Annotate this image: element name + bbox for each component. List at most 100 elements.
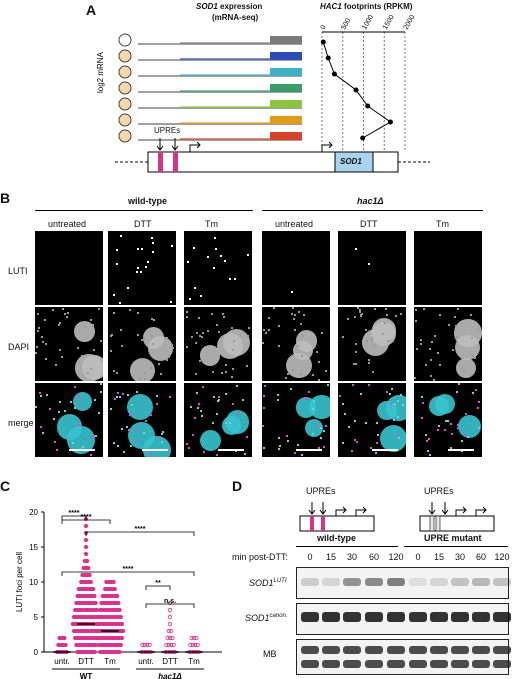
c-data-point	[83, 551, 89, 557]
focus-dot	[200, 335, 203, 338]
focus-dot	[138, 376, 141, 379]
micrograph-tile	[262, 231, 330, 305]
track-signal	[180, 138, 270, 140]
stage-icon	[118, 97, 132, 111]
focus-dot	[370, 338, 373, 341]
d-wt-label: wild-type	[317, 533, 357, 543]
c-sig-bracket	[145, 603, 195, 608]
c-data-point	[112, 586, 117, 592]
focus-dot	[389, 392, 392, 395]
scale-bar	[218, 449, 244, 451]
footprint-point	[353, 87, 359, 93]
panel-label-a: A	[86, 2, 97, 18]
focus-dot	[216, 323, 219, 326]
focus-dot	[131, 404, 134, 407]
focus-dot	[54, 441, 57, 444]
c-sig-label: ****	[81, 514, 92, 521]
focus-dot	[211, 422, 214, 424]
c-sig-label: ****	[123, 566, 134, 573]
footprint-point	[325, 55, 331, 61]
focus-dot	[228, 277, 231, 280]
timepoint-label: 60	[368, 552, 379, 562]
focus-dot	[290, 291, 293, 294]
focus-dot	[213, 395, 216, 398]
focus-dot	[44, 342, 47, 345]
focus-dot	[262, 424, 265, 427]
focus-dot	[354, 342, 357, 345]
focus-dot	[137, 247, 140, 250]
focus-dot	[322, 445, 325, 448]
panel-label-c: C	[0, 478, 11, 494]
micrograph-tile	[108, 307, 176, 381]
upre-arrow-1	[156, 138, 164, 151]
band-sod1-canon	[409, 612, 427, 622]
focus-dot	[302, 334, 305, 337]
focus-dot	[400, 393, 403, 396]
d-mut-rule	[404, 546, 508, 547]
d-wt-upre-label: UPREs	[306, 486, 336, 496]
panel-d-constructs	[299, 502, 495, 532]
focus-dot	[160, 432, 163, 435]
focus-dot	[194, 341, 197, 344]
focus-dot	[207, 256, 210, 259]
focus-dot	[228, 422, 231, 425]
wt-upre-arrow-2	[319, 502, 327, 515]
focus-dot	[238, 413, 241, 416]
track-peak	[270, 68, 302, 76]
focus-dot	[359, 311, 362, 314]
focus-dot	[415, 320, 418, 323]
wt-header: wild-type	[128, 196, 168, 206]
focus-dot	[457, 424, 460, 427]
focus-dot	[377, 433, 380, 436]
footprint-point	[387, 119, 393, 125]
focus-dot	[42, 341, 45, 344]
focus-dot	[456, 427, 459, 430]
focus-dot	[232, 368, 235, 371]
track-signal	[180, 74, 270, 76]
focus-dot	[368, 384, 371, 387]
band-mb-upper	[409, 646, 427, 654]
focus-dot	[474, 389, 477, 392]
focus-dot	[276, 394, 279, 397]
c-data-point	[83, 537, 89, 543]
stage-icon	[118, 81, 132, 95]
focus-dot	[169, 396, 172, 399]
focus-dot	[220, 254, 223, 257]
nucleus	[199, 345, 221, 366]
nucleus	[127, 393, 153, 420]
focus-dot	[98, 307, 101, 310]
d-xlabel: min post-DTT:	[232, 552, 289, 562]
c-data-point	[191, 635, 197, 641]
band-mb-lower	[343, 660, 361, 668]
blot-sod1-luti-sup: LUTI	[273, 578, 287, 584]
focus-dot	[55, 449, 58, 452]
micrograph-tile	[108, 231, 176, 305]
focus-dot	[137, 334, 139, 337]
band-sod1-canon	[430, 612, 448, 622]
focus-dot	[140, 271, 143, 274]
c-data-point	[111, 579, 116, 585]
focus-dot	[414, 308, 417, 311]
focus-dot	[200, 415, 203, 418]
stage-icon	[118, 113, 132, 127]
panel-a-title: SOD1 expression	[196, 2, 262, 11]
focus-dot	[428, 453, 431, 456]
mut-upre-2	[435, 515, 441, 532]
c-data-point	[91, 586, 96, 592]
focus-dot	[152, 319, 155, 322]
c-category-label: Tm	[104, 657, 116, 666]
track-signal	[180, 122, 270, 124]
cond-mut-untreated: untreated	[275, 219, 314, 229]
micrograph-tile	[262, 383, 330, 457]
micrograph-tile	[338, 383, 406, 457]
band-mb-lower	[430, 660, 448, 668]
nucleus	[221, 415, 241, 435]
focus-dot	[342, 335, 345, 338]
c-data-point	[86, 565, 91, 571]
focus-dot	[312, 399, 315, 402]
focus-dot	[157, 363, 160, 366]
focus-dot	[185, 345, 188, 348]
band-mb-lower	[409, 660, 427, 668]
focus-dot	[81, 354, 84, 357]
timepoint-label: 60	[475, 552, 486, 562]
